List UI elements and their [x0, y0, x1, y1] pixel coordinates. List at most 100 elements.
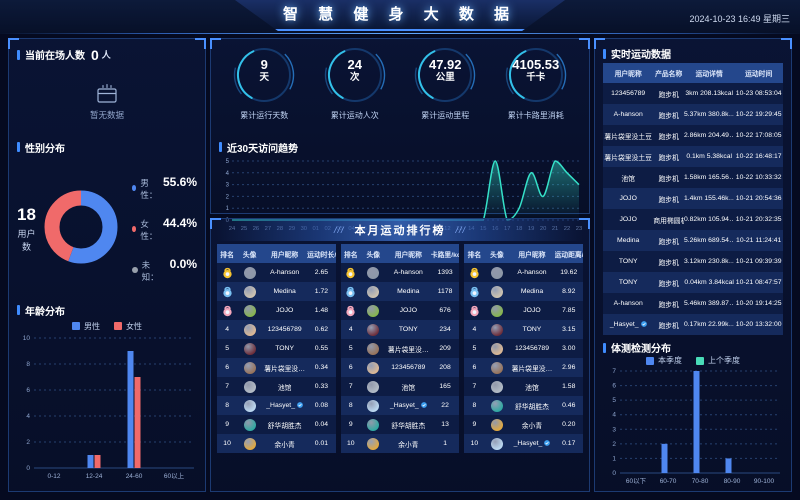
leaderboard-row[interactable]: 6 薯片袋里没… 0.34 [217, 358, 336, 377]
avatar-cell [485, 437, 510, 450]
avatar-cell [237, 361, 262, 374]
metric-value: 209 [439, 345, 451, 352]
legend-item[interactable]: 未知： 0.0% [131, 256, 197, 283]
legend-value: 0.0% [169, 256, 197, 271]
verified-badge-icon [420, 402, 427, 409]
rank-cell: 9 [348, 421, 353, 428]
realtime-row[interactable]: A-hanson 跑步机 5.46km 389.87… 10-20 19:14:25 [603, 293, 783, 314]
legend-label: 女性： [140, 218, 158, 241]
leaderboard-row[interactable]: 8 _Hasyet_ 22 [340, 396, 460, 415]
column-header: 运动详情 [695, 71, 723, 78]
occupancy-unit: 人 [101, 50, 111, 61]
leaderboard-row[interactable]: 10 余小青 0.01 [217, 434, 336, 453]
kpi-2[interactable]: 47.92 公里 累计运动里程 [402, 44, 488, 138]
realtime-row[interactable]: Medina 跑步机 5.26km 689.54… 10-21 11:24:41 [603, 230, 783, 251]
legend-item[interactable]: 男性 [72, 321, 100, 332]
metric-value: 1.48 [314, 307, 329, 314]
user-nickname: 薯片袋里没土豆 [604, 154, 652, 162]
trend-section-header: 近30天访问趋势 [219, 138, 581, 156]
realtime-row[interactable]: TONY 跑步机 0.04km 3.84kcal 10-21 08:47:57 [603, 272, 783, 293]
legend-item[interactable]: 本季度 [646, 355, 682, 366]
kpi-1[interactable]: 24 次累计运动人次 [312, 44, 398, 138]
avatar [243, 399, 256, 412]
leaderboard-row[interactable]: 7 池馆 1.58 [464, 377, 584, 396]
column-header: 排名 [220, 251, 234, 259]
leaderboard-row[interactable]: 4 TONY 234 [340, 320, 460, 339]
metric-value: 19.62 [560, 269, 578, 276]
user-nickname: 池馆 [621, 175, 635, 183]
user-nickname: TONY [275, 345, 294, 352]
kpi-ring-icon [505, 44, 566, 106]
leaderboard-row[interactable]: 9 舒华胡胜杰 13 [340, 415, 460, 434]
realtime-row[interactable]: A-hanson 跑步机 5.37km 380.8k… 10-22 19:29:45 [603, 104, 783, 125]
user-nickname: JOJO [619, 195, 637, 202]
leaderboard-row[interactable]: 6 123456789 208 [340, 358, 460, 377]
svg-text:7: 7 [612, 368, 616, 375]
svg-text:1: 1 [612, 455, 616, 462]
avatar [490, 399, 503, 412]
leaderboard-row[interactable]: 5 TONY 0.55 [217, 339, 336, 358]
svg-text:2: 2 [26, 439, 30, 446]
leaderboard-row[interactable]: 4 123456789 0.62 [217, 320, 336, 339]
legend-item[interactable]: 男性： 55.6% [131, 175, 197, 201]
leaderboard-row[interactable]: Medina 8.92 [464, 282, 584, 301]
leaderboard-row[interactable]: 9 舒华胡胜杰 0.04 [217, 415, 336, 434]
gender-donut-chart[interactable] [36, 182, 126, 275]
realtime-row[interactable]: _Hasyet_ 跑步机 0.17km 22.99k… 10-20 13:32:00 [603, 314, 783, 335]
svg-text:0-12: 0-12 [47, 473, 60, 480]
leaderboard-row[interactable]: 9 余小青 0.20 [464, 415, 584, 434]
avatar [490, 304, 503, 317]
avatar-cell [237, 285, 262, 298]
leaderboard-row[interactable]: 4 TONY 3.15 [464, 320, 584, 339]
user-nickname: 薯片袋里没… [387, 346, 429, 354]
svg-text:60以上: 60以上 [164, 471, 185, 480]
legend-dot-icon [131, 266, 138, 273]
leaderboard-row[interactable]: Medina 1178 [340, 282, 460, 301]
realtime-row[interactable]: 123456789 跑步机 3km 208.13kcal 10-23 08:53:04 [603, 83, 783, 104]
avatar [367, 418, 380, 431]
leaderboard-row[interactable]: 8 舒华胡胜杰 0.46 [464, 396, 584, 415]
realtime-row[interactable]: JOJO 跑步机 1.4km 155.46k… 10-21 20:54:36 [603, 188, 783, 209]
leaderboard-row[interactable]: 6 薯片袋里没… 2.96 [464, 358, 584, 377]
leaderboard-row[interactable]: JOJO 7.85 [464, 301, 584, 320]
leaderboard-row[interactable]: 5 123456789 3.00 [464, 339, 584, 358]
realtime-row[interactable]: TONY 跑步机 3.12km 230.8k… 10-21 09:39:39 [603, 251, 783, 272]
leaderboard-row[interactable]: 10 余小青 1 [340, 434, 460, 453]
leaderboard-row[interactable]: 5 薯片袋里没… 209 [340, 339, 460, 358]
leaderboard-row[interactable]: A-hanson 1393 [340, 263, 460, 282]
leaderboard-row[interactable]: 10 _Hasyet_ 0.17 [464, 434, 584, 453]
metric-value: 3.15 [562, 326, 576, 333]
svg-text:12-24: 12-24 [86, 473, 103, 480]
avatar-cell [237, 380, 262, 393]
kpi-value: 47.92 [428, 57, 462, 72]
age-bar-chart[interactable]: 0 2 4 6 8 10 0-12 12-24 24-60 60以上 [17, 333, 197, 484]
legend-item[interactable]: 女性： 44.4% [131, 216, 197, 242]
leaderboard-row[interactable]: 7 池馆 165 [340, 377, 460, 396]
svg-text:8: 8 [26, 361, 30, 368]
leaderboard-row[interactable]: 7 池馆 0.33 [217, 377, 336, 396]
user-nickname: 余小青 [274, 441, 295, 449]
kpi-3[interactable]: 4105.53 千卡 累计卡路里消耗 [493, 44, 579, 138]
sport-detail: 5.46km 389.87… [683, 300, 735, 307]
metric-value: 0.04 [314, 421, 329, 428]
legend-item[interactable]: 上个季度 [696, 355, 740, 366]
leaderboard-row[interactable]: JOJO 1.48 [217, 301, 336, 320]
realtime-row[interactable]: 薯片袋里没土豆 跑步机 0.1km 5.38kcal 10-22 16:48:17 [603, 146, 783, 167]
leaderboard-row[interactable]: A-hanson 19.62 [464, 263, 584, 282]
leaderboard-row[interactable]: A-hanson 2.65 [217, 263, 336, 282]
occupancy-value: 0 [91, 46, 99, 63]
rank-cell [341, 304, 361, 317]
legend-item[interactable]: 女性 [114, 321, 142, 332]
leaderboard-row[interactable]: Medina 1.72 [217, 282, 336, 301]
leaderboard-row[interactable]: 8 _Hasyet_ 0.08 [217, 396, 336, 415]
realtime-row[interactable]: 薯片袋里没土豆 跑步机 2.86km 204.49… 10-22 17:08:05 [603, 125, 783, 146]
svg-text:4: 4 [226, 171, 230, 177]
kpi-0[interactable]: 9 天累计运行天数 [221, 44, 307, 138]
column-header: 运动距离/km [554, 251, 583, 259]
svg-text:0: 0 [26, 465, 30, 472]
leaderboard-row[interactable]: JOJO 676 [340, 301, 460, 320]
bodytest-bar-chart[interactable]: 0 1 2 3 4 5 6 7 60以下 60-70 70-80 80-90 90-100 [603, 366, 783, 489]
realtime-row[interactable]: JOJO 商用椭圆机 0.82km 105.94… 10-21 20:32:35 [603, 209, 783, 230]
realtime-row[interactable]: 池馆 跑步机 1.58km 165.56… 10-22 10:33:32 [603, 167, 783, 188]
